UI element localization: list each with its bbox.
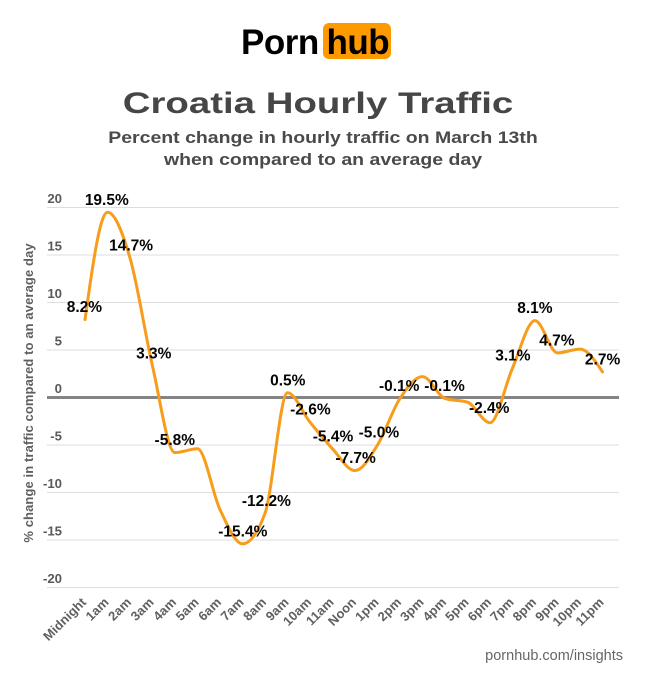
svg-text:-5: -5	[50, 429, 62, 444]
svg-text:-5.8%: -5.8%	[155, 432, 196, 449]
svg-text:-0.1%: -0.1%	[424, 378, 465, 395]
svg-text:14.7%: 14.7%	[109, 237, 153, 254]
svg-text:10: 10	[47, 286, 62, 301]
svg-text:pornhub.com/insights: pornhub.com/insights	[485, 648, 623, 664]
svg-text:1pm: 1pm	[352, 595, 382, 625]
svg-text:5am: 5am	[173, 595, 202, 624]
svg-text:-15: -15	[43, 524, 62, 539]
svg-text:20: 20	[47, 191, 62, 206]
svg-text:% change in traffic compared t: % change in traffic compared to an avera…	[21, 243, 36, 543]
svg-text:4.7%: 4.7%	[539, 332, 575, 349]
svg-text:3.3%: 3.3%	[136, 346, 172, 363]
svg-text:0: 0	[55, 381, 62, 396]
svg-text:2am: 2am	[105, 595, 134, 624]
svg-text:8.2%: 8.2%	[67, 299, 103, 316]
svg-text:-20: -20	[43, 571, 62, 586]
svg-text:2.7%: 2.7%	[585, 351, 621, 368]
svg-text:-15.4%: -15.4%	[218, 523, 267, 540]
svg-text:2pm: 2pm	[375, 595, 405, 625]
svg-text:0.5%: 0.5%	[270, 372, 306, 389]
svg-text:Midnight: Midnight	[40, 594, 90, 644]
svg-text:8pm: 8pm	[510, 595, 540, 625]
svg-text:3.1%: 3.1%	[495, 348, 531, 365]
svg-text:-7.7%: -7.7%	[335, 450, 376, 467]
svg-text:6am: 6am	[195, 595, 224, 624]
svg-text:-5.4%: -5.4%	[313, 428, 354, 445]
svg-text:-5.0%: -5.0%	[359, 425, 400, 442]
svg-text:-12.2%: -12.2%	[242, 493, 291, 510]
svg-text:6pm: 6pm	[465, 595, 495, 625]
svg-text:19.5%: 19.5%	[85, 192, 129, 209]
svg-text:-2.4%: -2.4%	[469, 400, 510, 417]
svg-text:7am: 7am	[218, 595, 247, 624]
svg-text:5pm: 5pm	[442, 595, 472, 625]
svg-text:-2.6%: -2.6%	[290, 402, 331, 419]
svg-text:8.1%: 8.1%	[517, 300, 553, 317]
svg-text:1am: 1am	[83, 595, 112, 624]
svg-text:-10: -10	[43, 476, 62, 491]
svg-text:-0.1%: -0.1%	[379, 378, 420, 395]
svg-text:8am: 8am	[240, 595, 269, 624]
svg-text:7pm: 7pm	[487, 595, 517, 625]
svg-text:4pm: 4pm	[420, 595, 450, 625]
svg-text:5: 5	[55, 334, 62, 349]
svg-text:15: 15	[47, 239, 62, 254]
svg-text:4am: 4am	[150, 595, 179, 624]
svg-text:3pm: 3pm	[397, 595, 427, 625]
svg-text:3am: 3am	[128, 595, 157, 624]
